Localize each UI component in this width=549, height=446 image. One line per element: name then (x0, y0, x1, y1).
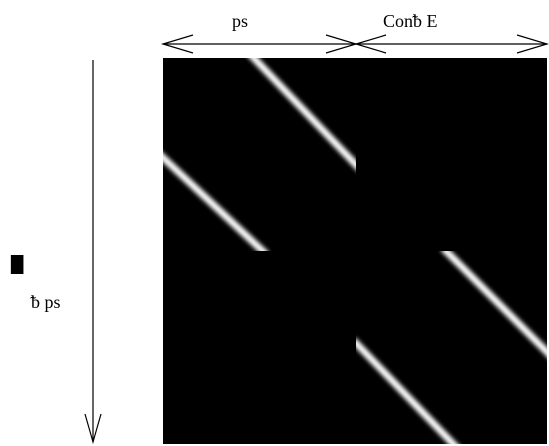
stripe (248, 58, 356, 170)
left-bold-mark: █ (11, 255, 24, 274)
top-left-label: ps (232, 11, 249, 31)
matrix-background (163, 58, 547, 444)
stripe (356, 338, 459, 444)
top-left-block (163, 58, 356, 251)
left-vertical-arrow (84, 60, 102, 445)
stripe (441, 251, 547, 357)
top-left-arrow (160, 34, 359, 54)
bottom-right-block (356, 251, 547, 444)
left-axis-label: ᵬ ps (31, 292, 61, 312)
block-matrix-image (163, 58, 547, 444)
stripe (163, 152, 268, 251)
top-right-arrow (353, 34, 549, 54)
top-right-label: Conᵬ E (383, 11, 438, 31)
